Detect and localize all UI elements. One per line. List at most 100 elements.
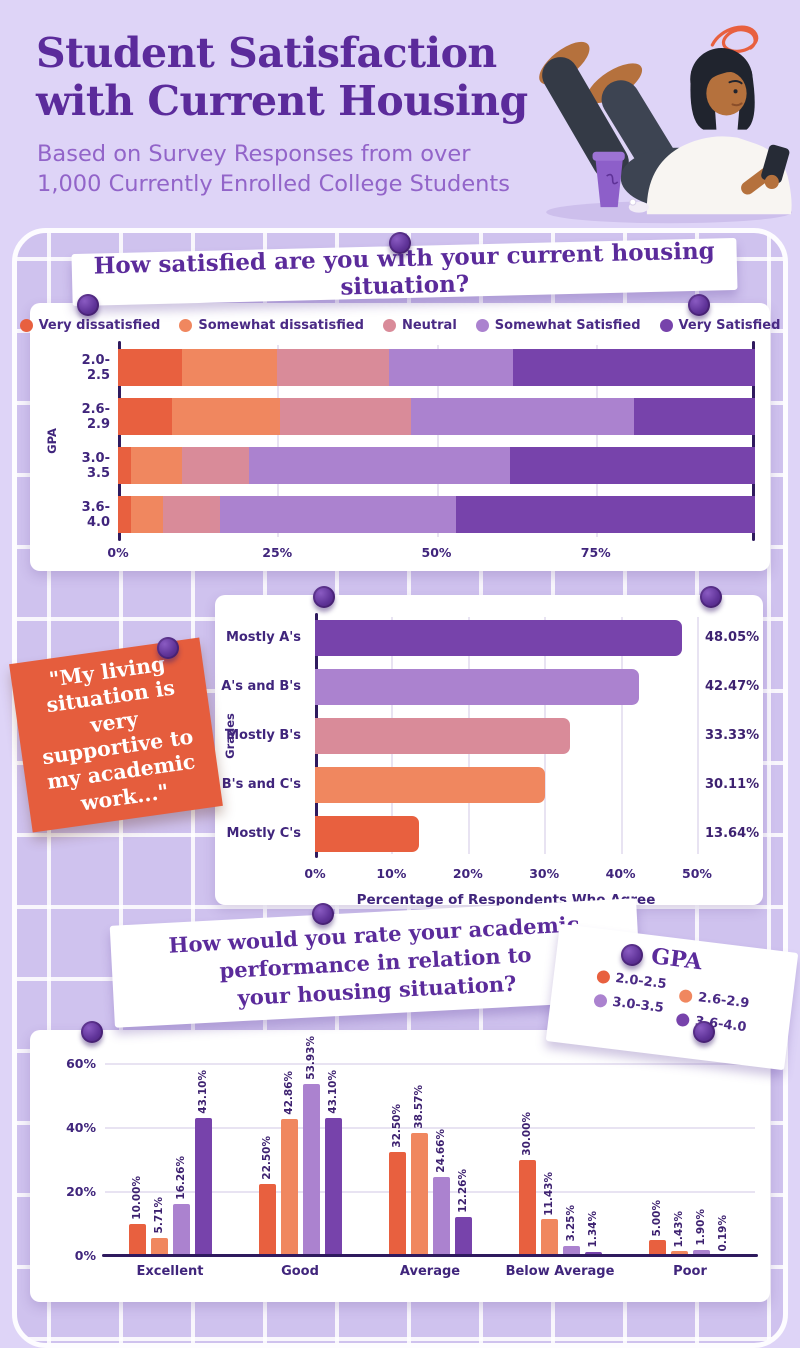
student-illustration bbox=[539, 25, 792, 224]
right-edge-line bbox=[752, 341, 755, 541]
bar-value-label: 1.43% bbox=[673, 1211, 685, 1248]
legend-swatch bbox=[659, 319, 673, 332]
satisfaction-legend: Very dissatisfied Somewhat dissatisfied Ne… bbox=[19, 303, 780, 333]
bar-segment bbox=[280, 398, 411, 435]
legend-label: Very dissatisfied bbox=[38, 318, 161, 333]
legend-label: Somewhat Satisfied bbox=[494, 318, 641, 333]
grade-value-label: 33.33% bbox=[705, 728, 760, 743]
bar bbox=[518, 1160, 536, 1256]
legend-label: 2.6-2.9 bbox=[697, 990, 751, 1012]
legend-item: Very dissatisfied bbox=[19, 318, 161, 333]
pin-icon bbox=[81, 1021, 103, 1043]
bar bbox=[324, 1118, 342, 1256]
bar-with-label: 1.34% bbox=[584, 1036, 602, 1256]
bar bbox=[648, 1240, 666, 1256]
bar-value-label: 5.71% bbox=[153, 1197, 165, 1234]
bar-value-label: 42.86% bbox=[283, 1071, 295, 1115]
bar-with-label: 32.50% bbox=[388, 1036, 406, 1256]
bar-segment bbox=[118, 398, 173, 435]
gridline bbox=[105, 1127, 755, 1129]
grade-value-label: 48.05% bbox=[705, 630, 760, 645]
bar bbox=[150, 1237, 168, 1256]
bar-value-label: 32.50% bbox=[391, 1104, 403, 1148]
bar bbox=[584, 1251, 602, 1256]
bar-segment bbox=[411, 398, 634, 435]
x-tick-label: 0% bbox=[304, 866, 326, 881]
bar-value-label: 43.10% bbox=[197, 1070, 209, 1115]
bar-value-label: 1.90% bbox=[695, 1209, 707, 1246]
grade-row-label: Mostly C's bbox=[226, 826, 301, 841]
grade-bar-track bbox=[315, 766, 697, 803]
pin-icon bbox=[700, 586, 722, 608]
bar-with-label: 43.10% bbox=[324, 1036, 342, 1256]
gridline bbox=[105, 1063, 755, 1065]
earbud bbox=[629, 198, 637, 206]
legend-item: Very Satisfied bbox=[659, 318, 781, 333]
bar-with-label: 11.43% bbox=[540, 1036, 558, 1256]
bar-with-label: 5.00% bbox=[648, 1036, 666, 1256]
page-title: Student Satisfaction with Current Housin… bbox=[36, 29, 536, 126]
bar-segment bbox=[248, 447, 510, 484]
legend-label: Very Satisfied bbox=[678, 318, 781, 333]
gpa-row: 3.0-3.5 bbox=[60, 441, 755, 490]
bar-segment bbox=[118, 447, 131, 484]
legend-swatch bbox=[19, 319, 33, 332]
bar-value-label: 16.26% bbox=[175, 1156, 187, 1200]
bar-segment bbox=[455, 496, 755, 533]
gridline bbox=[436, 345, 439, 537]
mouth bbox=[731, 102, 743, 107]
coffee-cup bbox=[595, 159, 623, 208]
phone bbox=[761, 144, 790, 184]
x-tick-label: 30% bbox=[529, 866, 560, 881]
legend-swatch bbox=[475, 319, 489, 332]
gridline bbox=[277, 345, 280, 537]
bar-value-label: 3.25% bbox=[565, 1205, 577, 1242]
pin-icon bbox=[693, 1021, 715, 1043]
bar-segment bbox=[633, 398, 755, 435]
pin-icon bbox=[313, 586, 335, 608]
bar bbox=[194, 1118, 212, 1256]
bar-with-label: 1.90% bbox=[692, 1036, 710, 1256]
bar-value-label: 53.93% bbox=[305, 1036, 317, 1080]
bar-with-label: 5.71% bbox=[150, 1036, 168, 1256]
x-tick-label: 40% bbox=[605, 866, 636, 881]
stacked-bar bbox=[118, 496, 755, 533]
pin-icon bbox=[389, 232, 411, 254]
pin-icon bbox=[621, 944, 643, 966]
grade-value-label: 13.64% bbox=[705, 826, 760, 841]
bar-group: 5.00% 1.43% 1.90% 0.19% bbox=[625, 1036, 755, 1256]
bar bbox=[388, 1152, 406, 1256]
performance-plot-area: 10.00% 5.71% 16.26% 43.10% 22.50% 42.86% 53.93… bbox=[105, 1036, 755, 1256]
grade-row: Mostly B's 33.33% bbox=[215, 711, 763, 760]
y-tick-label: 20% bbox=[66, 1184, 96, 1199]
bar-segment bbox=[509, 447, 755, 484]
x-tick-label: 75% bbox=[580, 545, 611, 560]
satisfaction-rows: 2.0-2.5 2.6-2.9 3.0-3.5 3.6-4.0 bbox=[60, 343, 755, 539]
grade-row: B's and C's 30.11% bbox=[215, 760, 763, 809]
grade-row-label: A's and B's bbox=[221, 679, 301, 694]
grade-bar bbox=[315, 619, 683, 656]
bar-with-label: 42.86% bbox=[280, 1036, 298, 1256]
bar-group: 10.00% 5.71% 16.26% 43.10% bbox=[105, 1036, 235, 1256]
bar-value-label: 22.50% bbox=[261, 1136, 273, 1180]
eyebrow bbox=[728, 79, 743, 85]
x-tick-label: 25% bbox=[262, 545, 293, 560]
bar bbox=[172, 1203, 190, 1256]
gpa-row: 3.6-4.0 bbox=[60, 490, 755, 539]
bar-with-label: 22.50% bbox=[258, 1036, 276, 1256]
bar-segment bbox=[130, 496, 163, 533]
bar bbox=[432, 1177, 450, 1256]
bar bbox=[128, 1224, 146, 1256]
bar-value-label: 30.00% bbox=[521, 1112, 533, 1156]
gridline bbox=[620, 617, 623, 854]
legend-item: 2.6-2.9 bbox=[678, 988, 750, 1011]
bar bbox=[670, 1251, 688, 1256]
legend-swatch bbox=[678, 988, 693, 1004]
x-tick-label: 0% bbox=[107, 545, 129, 560]
grade-bar bbox=[315, 815, 420, 852]
bar-with-label: 43.10% bbox=[194, 1036, 212, 1256]
gpa-legend-column: 2.0-2.5 3.0-3.5 bbox=[592, 969, 667, 1016]
legend-swatch bbox=[382, 319, 396, 332]
performance-category-labels: Excellent Good Average Below Average Poor bbox=[105, 1264, 755, 1279]
